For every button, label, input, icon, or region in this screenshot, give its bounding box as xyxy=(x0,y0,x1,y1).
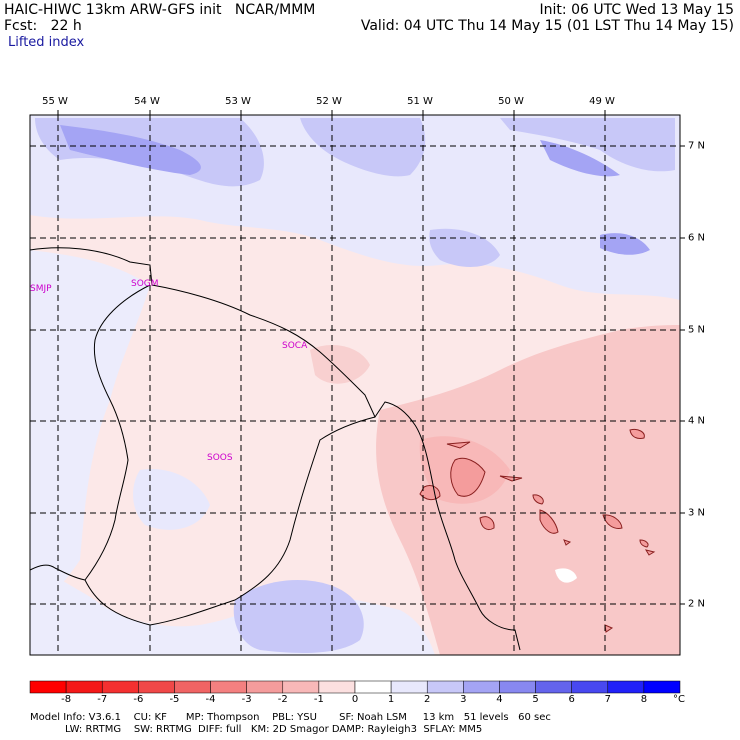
colorbar-tick-label: -5 xyxy=(169,694,180,705)
colorbar-swatch xyxy=(607,680,645,694)
coastlines-and-borders xyxy=(29,247,521,651)
colorbar-tick-label: -1 xyxy=(313,694,324,705)
colorbar-tick-label: -2 xyxy=(277,694,288,705)
station-label-sogm: SOGM xyxy=(131,279,159,289)
contour-cells xyxy=(419,429,656,633)
model-title: HAIC-HIWC 13km ARW-GFS init NCAR/MMM xyxy=(4,2,316,18)
colorbar-tick-label: 8 xyxy=(640,694,648,705)
colorbar-swatch xyxy=(426,680,464,694)
lon-label: 55 W xyxy=(42,96,68,107)
lon-label: 49 W xyxy=(589,96,615,107)
station-label-soca: SOCA xyxy=(282,341,308,351)
lon-label: 54 W xyxy=(134,96,160,107)
colorbar-swatch xyxy=(354,680,392,694)
lon-label: 51 W xyxy=(407,96,433,107)
colorbar-tick-label: 7 xyxy=(604,694,611,705)
model-info-line1: Model Info: V3.6.1 CU: KF MP: Thompson P… xyxy=(30,712,551,723)
colorbar-tick-label: 3 xyxy=(460,694,467,705)
lon-label: 53 W xyxy=(225,96,251,107)
unstable-field xyxy=(310,325,680,655)
field-name: Lifted index xyxy=(8,35,85,50)
lon-label: 50 W xyxy=(498,96,524,107)
colorbar-swatch xyxy=(571,680,609,694)
colorbar-tick-label: -6 xyxy=(133,694,144,705)
colorbar-tick-label: 2 xyxy=(424,694,431,705)
lat-label: 5 N xyxy=(688,324,706,336)
init-time: Init: 06 UTC Wed 13 May 15 xyxy=(539,2,734,18)
colorbar-swatch xyxy=(499,680,536,694)
colorbar-tick-label: 4 xyxy=(496,694,503,705)
tick-marks xyxy=(57,110,685,605)
neutral-patch xyxy=(555,568,577,583)
colorbar-tick-label: 1 xyxy=(387,694,395,705)
lat-label: 4 N xyxy=(688,415,706,427)
colorbar-swatch xyxy=(174,680,211,694)
stable-bands xyxy=(35,118,675,267)
plot-frame xyxy=(29,114,681,656)
colorbar-tick-label: 0 xyxy=(351,694,359,705)
lat-label: 7 N xyxy=(688,140,706,152)
colorbar-tick-label: -8 xyxy=(61,694,72,705)
colorbar-tick-label: 5 xyxy=(532,694,539,705)
colorbar-tick-label: -4 xyxy=(205,694,216,705)
colorbar-swatch xyxy=(643,680,681,694)
colorbar-unit: °C xyxy=(673,694,685,705)
colorbar-swatch xyxy=(318,680,356,694)
lat-label: 6 N xyxy=(688,232,706,244)
model-info-line2: LW: RRTMG SW: RRTMG DIFF: full KM: 2D Sm… xyxy=(30,724,483,735)
colorbar-swatch xyxy=(65,680,103,694)
colorbar-swatch xyxy=(246,680,284,694)
colorbar-swatch xyxy=(463,680,500,694)
colorbar-tick-label: 6 xyxy=(568,694,575,705)
colorbar xyxy=(29,680,681,694)
lon-label: 52 W xyxy=(316,96,342,107)
lat-label: 3 N xyxy=(688,507,706,519)
colorbar-swatch xyxy=(390,680,428,694)
colorbar-swatch xyxy=(101,680,139,694)
colorbar-swatch xyxy=(210,680,247,694)
colorbar-swatch xyxy=(535,680,572,694)
station-label-smjp: SMJP xyxy=(30,284,52,294)
station-label-soos: SOOS xyxy=(207,453,233,463)
colorbar-swatch xyxy=(282,680,320,694)
lat-label: 2 N xyxy=(688,598,706,610)
colorbar-tick-label: -7 xyxy=(97,694,108,705)
colorbar-swatch xyxy=(29,680,67,694)
colorbar-swatch xyxy=(138,680,175,694)
forecast-hour: Fcst: 22 h xyxy=(4,18,82,34)
colorbar-tick-label: -3 xyxy=(241,694,252,705)
lat-lon-grid xyxy=(30,115,680,655)
valid-time: Valid: 04 UTC Thu 14 May 15 (01 LST Thu … xyxy=(360,18,734,34)
